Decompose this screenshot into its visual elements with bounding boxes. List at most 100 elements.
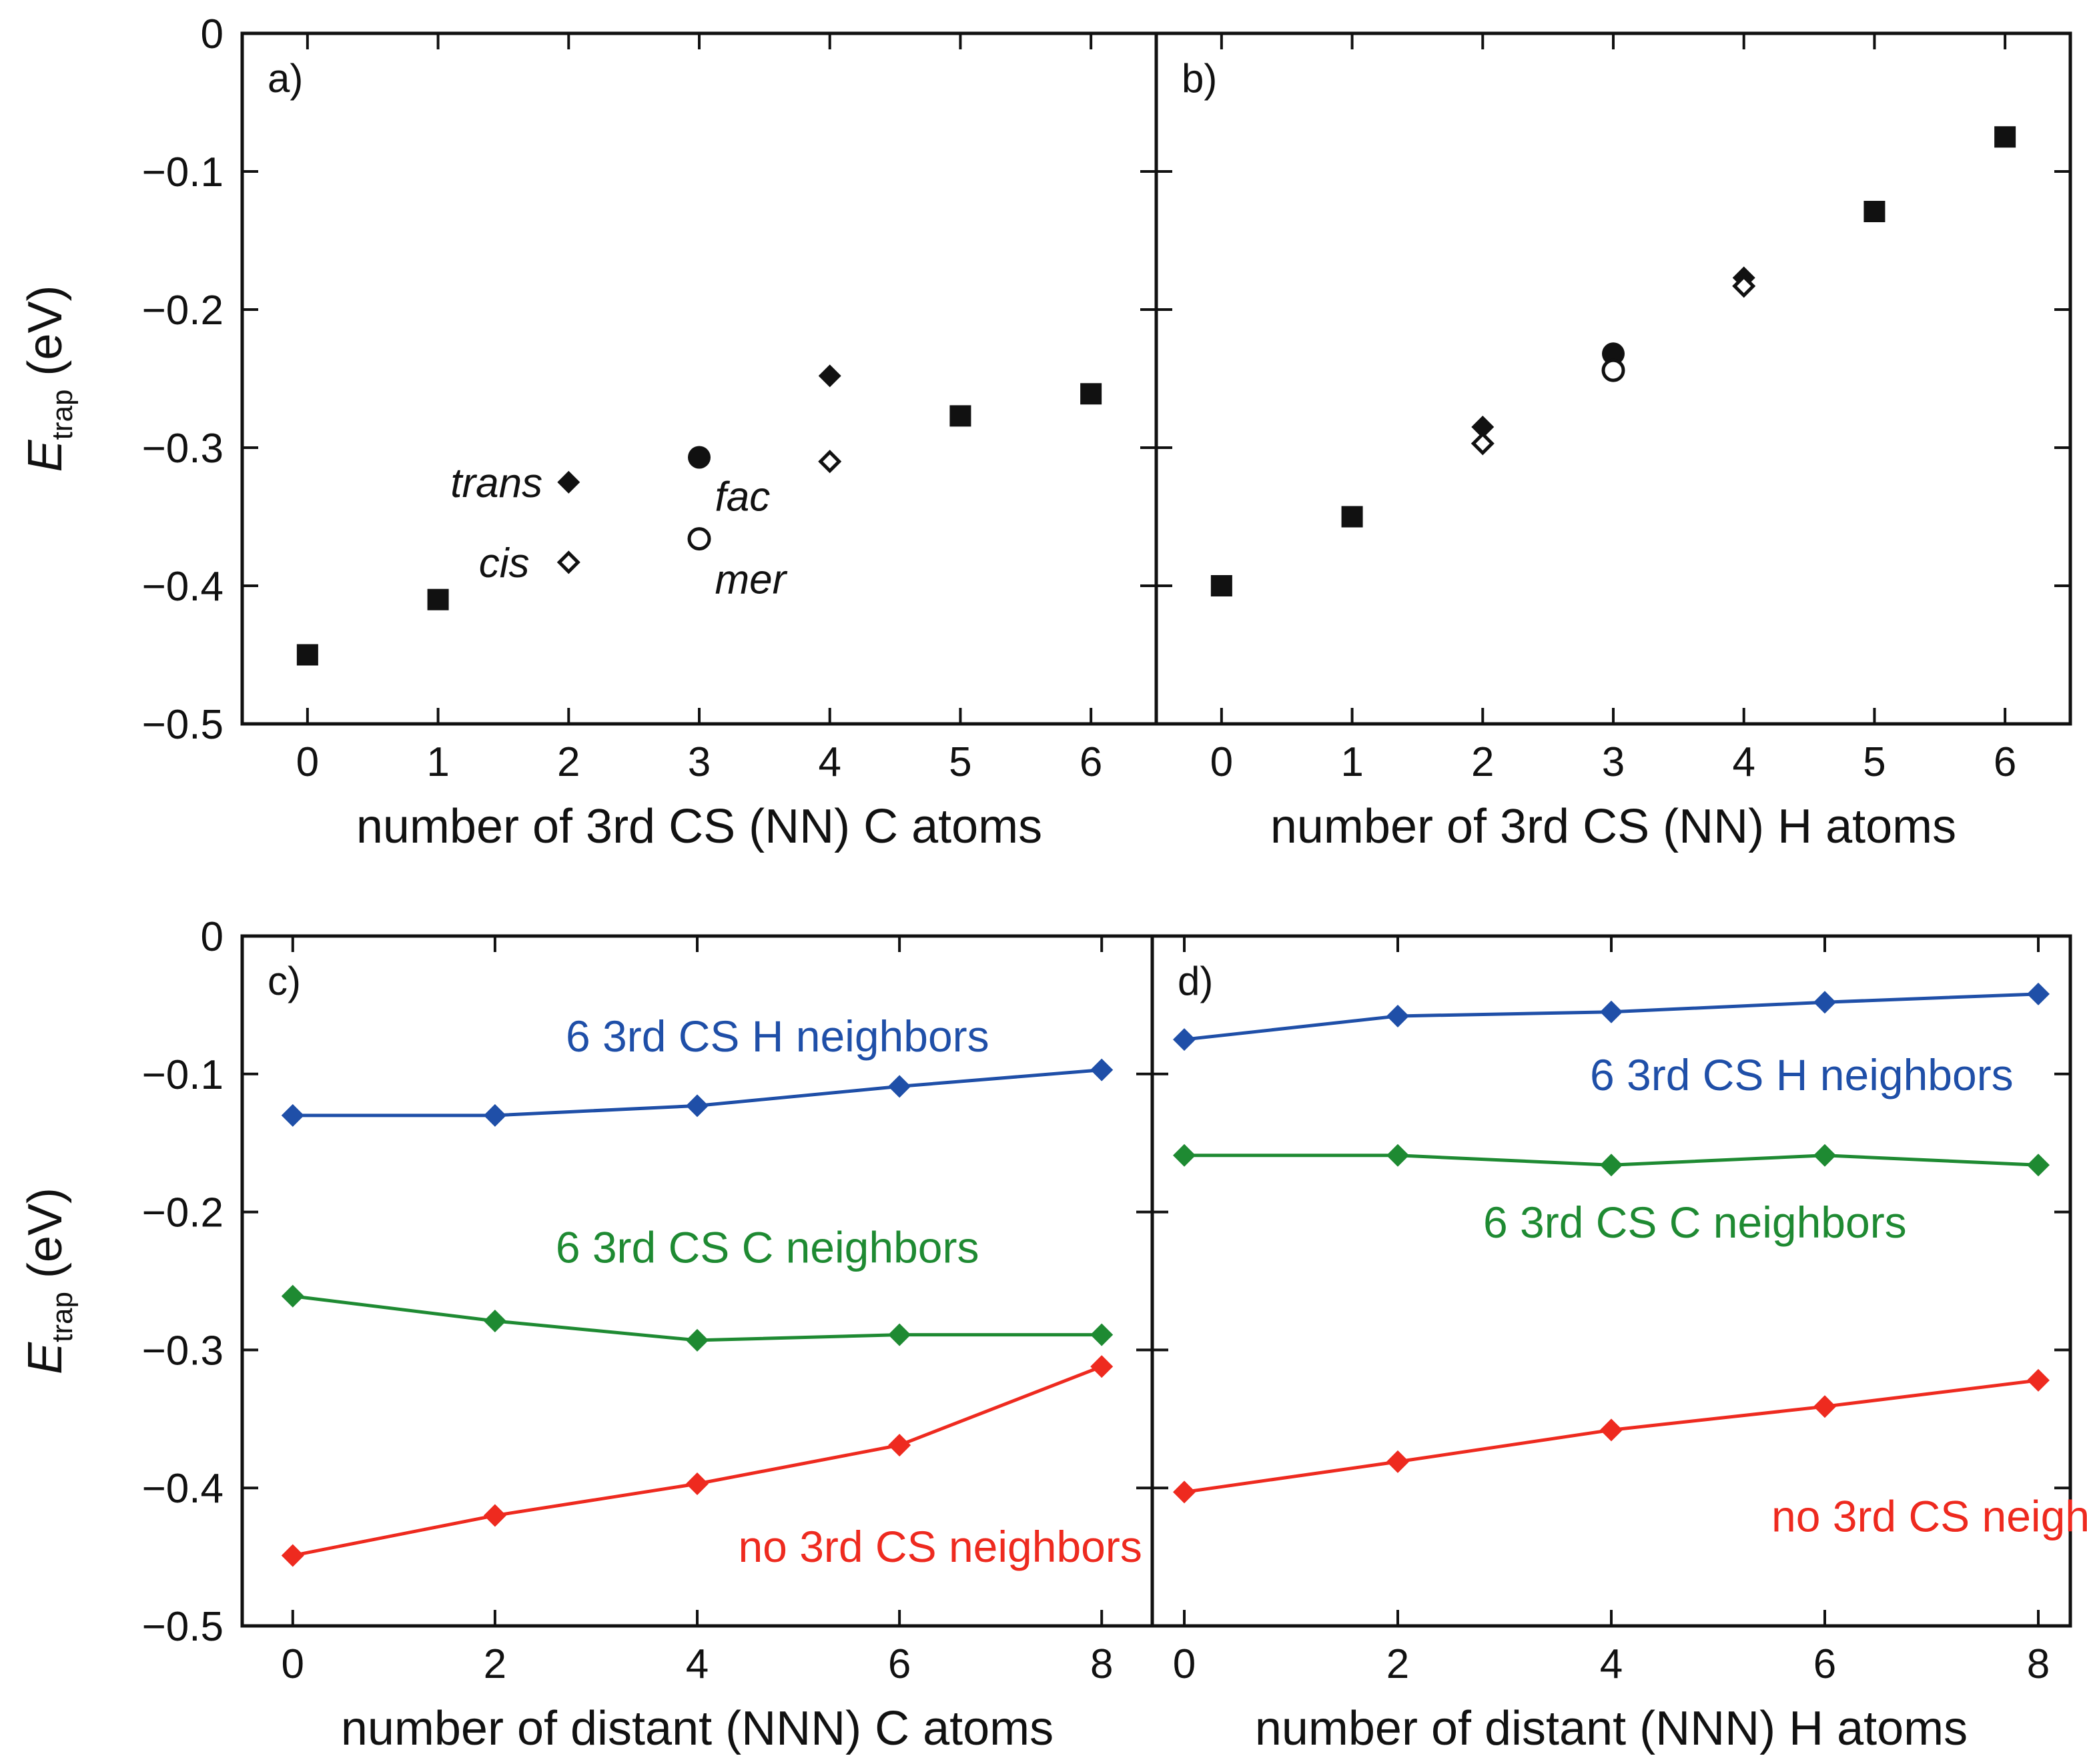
x-tick-label: 0 [282,1641,304,1687]
x-tick-label: 6 [1813,1641,1836,1687]
series-point [281,1104,304,1127]
x-tick-label: 1 [1340,739,1363,785]
x-axis-title: number of distant (NNN) C atoms [341,1702,1054,1755]
marker-square [1210,575,1232,596]
x-tick-label: 3 [1602,739,1625,785]
y-tick-label: −0.3 [142,426,224,472]
y-tick-label: 0 [201,11,224,57]
x-tick-label: 8 [2027,1641,2050,1687]
series-point [1173,1480,1196,1504]
y-tick-label: −0.1 [142,1052,224,1098]
series-label: no 3rd CS neighbors [1771,1492,2087,1541]
series-point [1090,1355,1114,1378]
series-point [1090,1323,1114,1346]
plot-frame [240,31,1158,726]
y-tick-label: −0.3 [142,1328,224,1374]
y-tick-label: −0.2 [142,288,224,334]
series-point [888,1323,911,1346]
series-point [686,1328,709,1352]
marker-cis [1471,432,1495,456]
x-tick-label: 5 [1863,739,1886,785]
marker-fac [1602,342,1625,366]
series-point [281,1284,304,1308]
panel-d: 0 2 4 6 8 number of distant (NNN) H atoms d) 6 … [1150,934,2087,1755]
marker-square [296,644,318,666]
x-tick-label: 6 [1080,739,1102,785]
series-point [2027,1368,2050,1392]
marker-cis [818,450,842,474]
x-tick-label: 5 [949,739,971,785]
y-tick-label: −0.2 [142,1190,224,1236]
panel-label: d) [1178,959,1213,1003]
y-axis-title: Etrap (eV) [19,286,79,472]
annotation-trans: trans [450,460,542,506]
series-point [1813,1144,1836,1167]
x-tick-label: 0 [296,739,319,785]
x-tick-label: 3 [688,739,711,785]
y-tick-label: −0.4 [142,1466,224,1512]
marker-mer [1601,358,1625,382]
marker-square [427,588,449,610]
series-point [483,1309,506,1332]
marker-mer [687,527,711,551]
x-tick-label: 4 [686,1641,709,1687]
x-tick-label: 8 [1090,1641,1113,1687]
series-label: 6 3rd CS C neighbors [556,1222,979,1272]
panel-label: a) [268,56,303,101]
series-point [1173,1144,1196,1167]
marker-trans [818,364,841,388]
marker-cis [556,550,580,574]
x-tick-label: 4 [1600,1641,1623,1687]
series-label: no 3rd CS neighbors [738,1522,1142,1571]
y-tick-label: −0.5 [142,1604,224,1650]
x-tick-label: 6 [1994,739,2016,785]
x-tick-label: 4 [1732,739,1755,785]
x-tick-label: 2 [557,739,580,785]
series-point [483,1504,506,1527]
x-tick-label: 1 [426,739,449,785]
series-point [1813,1395,1836,1418]
series-point [1386,1004,1409,1027]
series-point [888,1075,911,1098]
x-tick-label: 0 [1173,1641,1196,1687]
panel-c: 0 −0.1 −0.2 −0.3 −0.4 −0.5 0 2 4 6 8 number of dist… [19,914,1154,1755]
series-point [1173,1028,1196,1051]
marker-fac [688,446,711,469]
series-label: 6 3rd CS H neighbors [566,1011,989,1061]
annotation-mer: mer [715,557,787,603]
series-point [1600,1154,1623,1177]
panel-label: c) [268,959,301,1003]
x-axis-title: number of 3rd CS (NN) H atoms [1270,800,1956,853]
series-point [2027,982,2050,1005]
marker-square [1994,126,2016,148]
x-tick-label: 4 [818,739,841,785]
marker-cis [1732,274,1756,298]
y-axis-title: Etrap (eV) [19,1188,79,1374]
series-point [1386,1450,1409,1473]
series-point [1090,1058,1114,1081]
y-tick-label: 0 [201,914,224,960]
marker-square [1341,506,1363,528]
x-axis-title: number of distant (NNN) H atoms [1255,1702,1968,1755]
marker-square [1080,383,1102,405]
series-point [483,1104,506,1127]
panel-label: b) [1182,56,1217,101]
marker-square [949,405,971,427]
series-point [1600,1418,1623,1442]
y-tick-label: −0.1 [142,149,224,195]
panel-b: 0 1 2 3 4 5 6 number of 3rd CS (NN) H atoms b) [1154,31,2072,853]
series-point [2027,1154,2050,1177]
series-point [1386,1144,1409,1167]
x-tick-label: 6 [888,1641,911,1687]
series-label: 6 3rd CS H neighbors [1590,1050,2014,1099]
x-tick-label: 2 [1386,1641,1409,1687]
series-point [888,1434,911,1457]
y-tick-label: −0.4 [142,564,224,610]
series-label: 6 3rd CS C neighbors [1483,1198,1907,1247]
x-tick-label: 0 [1210,739,1233,785]
marker-trans [1471,415,1495,438]
x-tick-label: 2 [484,1641,506,1687]
annotation-fac: fac [715,474,770,520]
series-point [1813,991,1836,1014]
